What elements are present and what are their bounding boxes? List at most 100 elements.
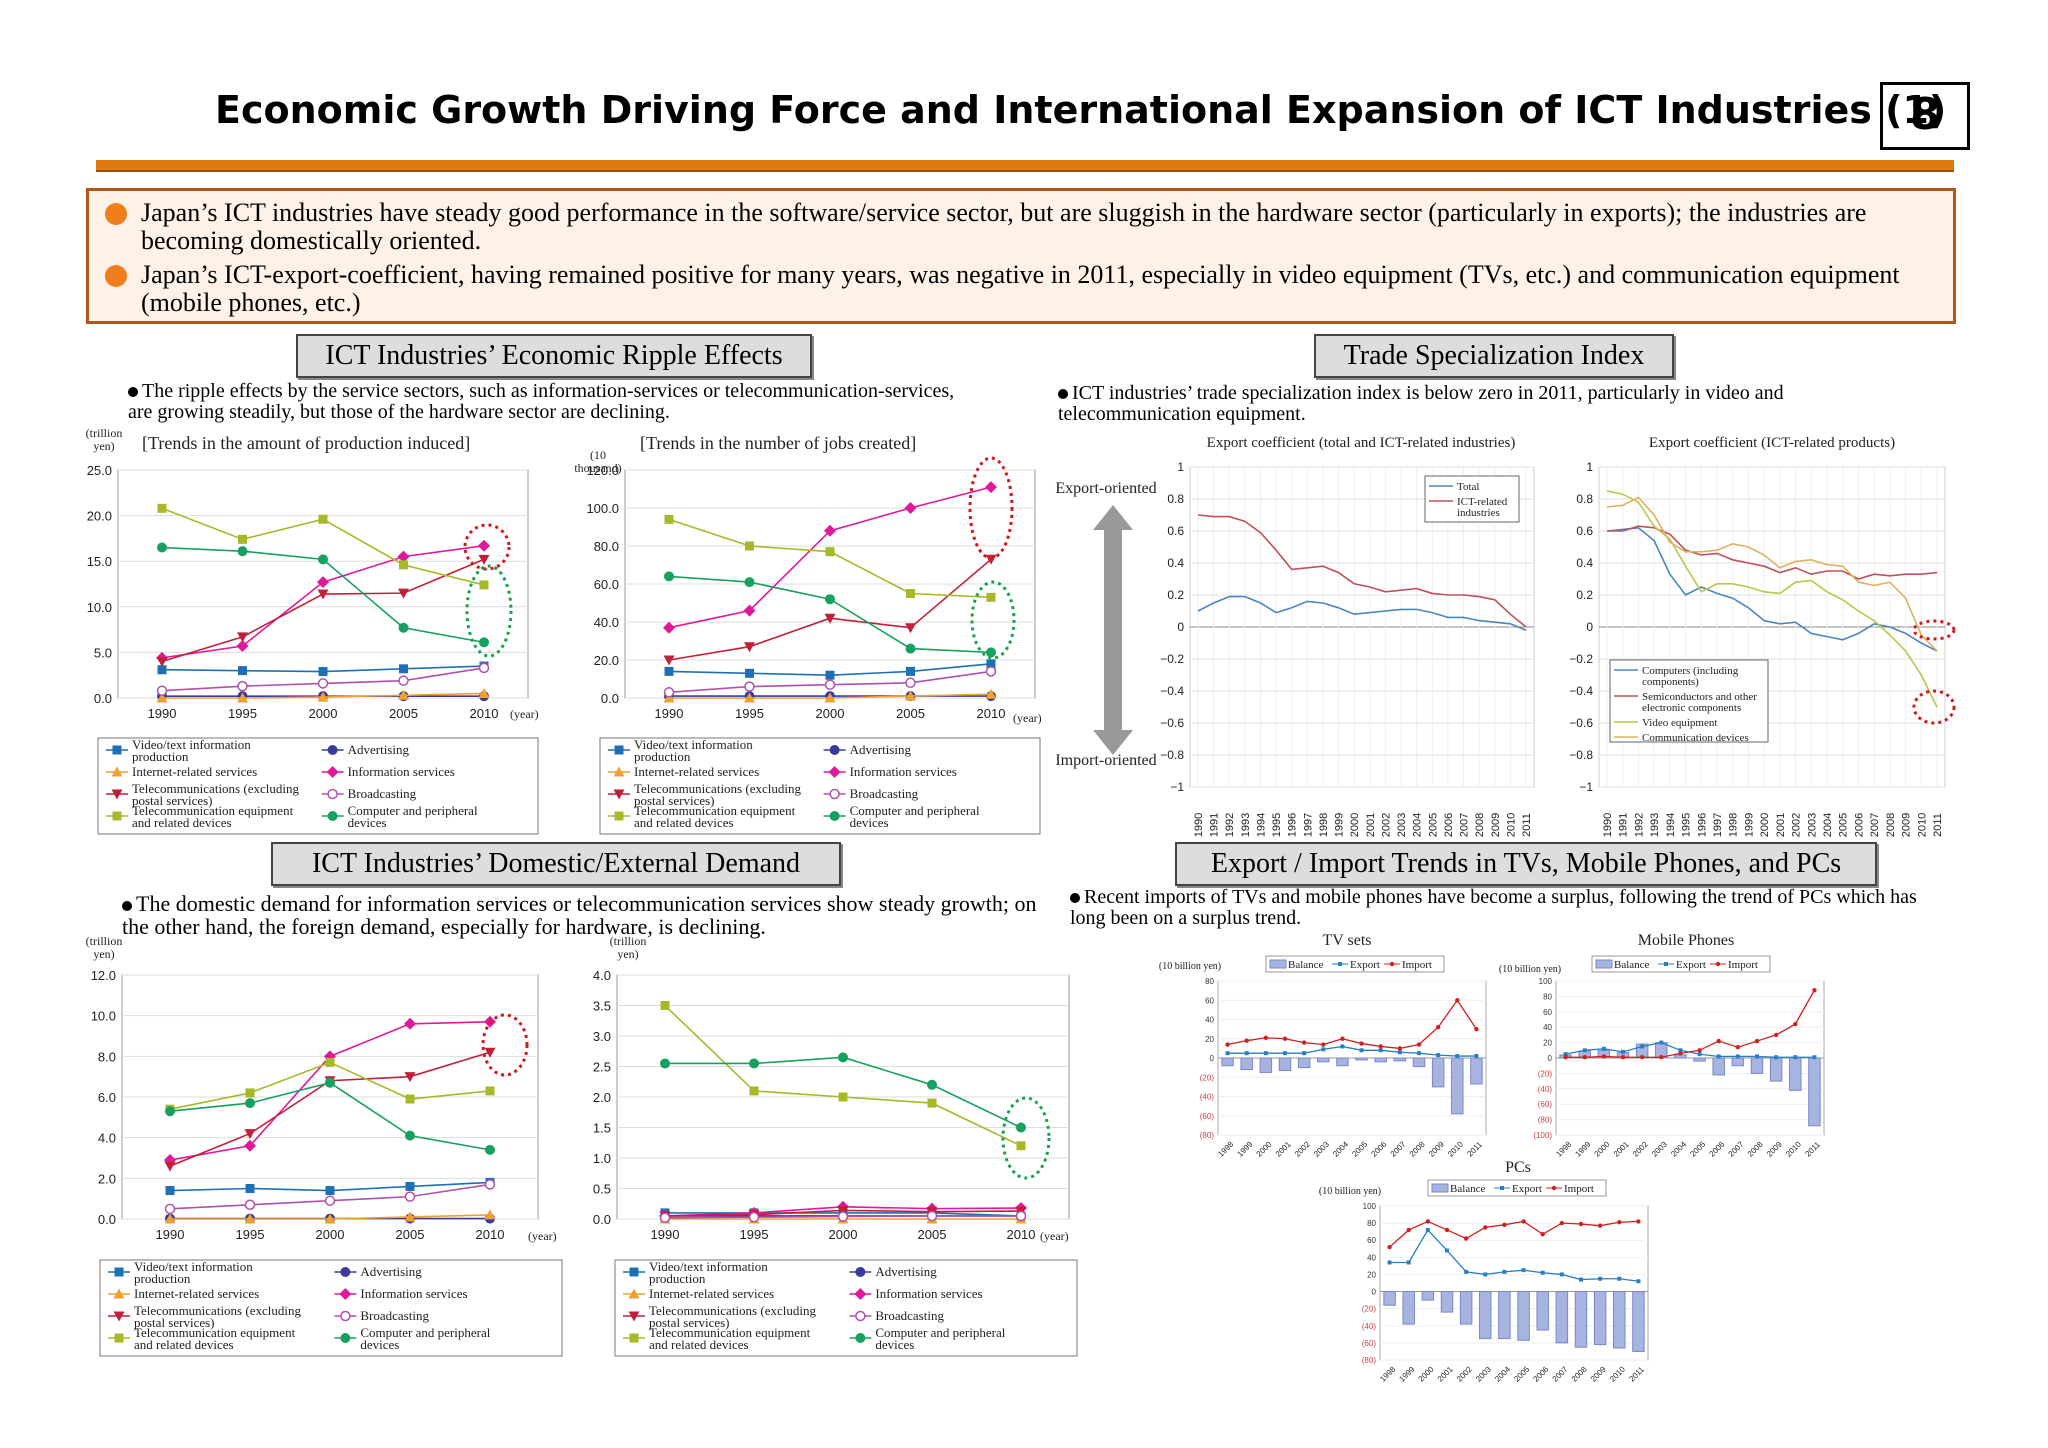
legend-label: Broadcasting bbox=[875, 1308, 944, 1323]
y-tick-label: 6.0 bbox=[98, 1090, 116, 1105]
y-tick-label: 20.0 bbox=[594, 653, 619, 668]
export-point bbox=[1359, 1048, 1364, 1053]
y-tick-label: 40 bbox=[1367, 1253, 1376, 1262]
legend-label: Advertising bbox=[360, 1264, 422, 1279]
data-point bbox=[484, 1209, 496, 1220]
import-point bbox=[1812, 988, 1817, 993]
x-tick-label: 1993 bbox=[1240, 813, 1252, 837]
legend-label: Export bbox=[1512, 1183, 1542, 1195]
legend-marker bbox=[829, 788, 840, 800]
legend-marker bbox=[340, 1267, 351, 1277]
legend-swatch bbox=[1269, 959, 1287, 969]
data-point bbox=[404, 1211, 416, 1222]
legend-label: postal services) bbox=[649, 1315, 730, 1330]
balance-bar bbox=[1431, 1057, 1445, 1088]
x-tick-label: 2011 bbox=[1932, 813, 1944, 837]
x-tick-label: 2002 bbox=[1293, 1139, 1312, 1158]
legend-marker bbox=[327, 811, 338, 821]
legend-label: Telecommunications (excluding bbox=[649, 1303, 816, 1318]
balance-bar bbox=[1470, 1057, 1483, 1085]
y-unit-label: (trillion bbox=[86, 934, 123, 948]
chart-title: TV sets bbox=[1322, 932, 1371, 949]
y-tick-label: 60.0 bbox=[594, 577, 619, 592]
highlight-ellipse-green bbox=[1001, 1096, 1051, 1180]
y-tick-label: 1.0 bbox=[593, 1151, 611, 1166]
data-point bbox=[905, 677, 916, 689]
x-tick-label: 1994 bbox=[1255, 813, 1267, 837]
x-tick-label: 1991 bbox=[1618, 813, 1630, 837]
data-point bbox=[479, 637, 489, 648]
y-tick-label: 0.8 bbox=[1167, 492, 1184, 506]
data-point bbox=[317, 589, 329, 600]
data-point bbox=[664, 666, 674, 676]
legend-marker bbox=[1389, 961, 1395, 967]
export-point bbox=[1455, 1054, 1460, 1059]
import-point bbox=[1559, 1220, 1565, 1226]
x-tick-label: 2010 bbox=[476, 1227, 505, 1242]
balance-bar bbox=[1789, 1057, 1802, 1091]
import-point bbox=[1578, 1221, 1584, 1227]
y-tick-label: 120.0 bbox=[586, 463, 619, 478]
export-point bbox=[1697, 1052, 1702, 1057]
y-tick-label: 60 bbox=[1543, 1008, 1552, 1017]
x-tick-label: 2003 bbox=[1396, 813, 1408, 837]
data-point bbox=[905, 643, 916, 654]
data-point bbox=[926, 1210, 938, 1222]
legend-label: Information services bbox=[850, 764, 957, 779]
y-tick-label: (40) bbox=[1362, 1322, 1377, 1331]
export-line bbox=[1227, 1045, 1477, 1057]
x-tick-label: 2009 bbox=[1589, 1364, 1608, 1383]
highlight-ellipse-red bbox=[1912, 619, 1956, 641]
x-axis-label: (year) bbox=[528, 1229, 557, 1243]
y-tick-label: 80 bbox=[1205, 977, 1214, 986]
legend-label: Computers (including bbox=[1642, 665, 1739, 677]
legend-marker bbox=[1551, 1185, 1557, 1191]
y-tick-label: 2.5 bbox=[593, 1060, 611, 1075]
chart-title: [Trends in the amount of production indu… bbox=[142, 433, 470, 453]
x-tick-label: 2000 bbox=[309, 706, 338, 721]
legend-label: Video/text information bbox=[634, 737, 753, 752]
legend-label: Computer and peripheral bbox=[875, 1325, 1005, 1340]
import-oriented-label: Import-oriented bbox=[1055, 752, 1156, 769]
data-point bbox=[744, 577, 755, 588]
y-tick-label: 0.8 bbox=[1576, 492, 1593, 506]
y-tick-label: −1 bbox=[1170, 780, 1184, 794]
x-tick-label: 1990 bbox=[1602, 813, 1614, 837]
import-point bbox=[1244, 1038, 1249, 1043]
x-tick-label: 1990 bbox=[655, 706, 684, 721]
data-point bbox=[485, 1144, 495, 1155]
data-point bbox=[237, 546, 248, 557]
legend-label: Telecommunications (excluding bbox=[634, 781, 801, 796]
y-tick-label: (20) bbox=[1362, 1305, 1377, 1314]
chart-title: [Trends in the number of jobs created] bbox=[640, 433, 916, 453]
highlight-ellipse-red bbox=[481, 1013, 529, 1077]
export-point bbox=[1621, 1049, 1625, 1054]
x-tick-label: 2001 bbox=[1775, 813, 1787, 837]
legend-label: ICT-related bbox=[1457, 496, 1508, 508]
x-tick-label: 2003 bbox=[1312, 1139, 1331, 1158]
import-point bbox=[1716, 1038, 1721, 1044]
data-point bbox=[663, 621, 675, 634]
data-point bbox=[837, 1205, 849, 1216]
x-tick-label: 2000 bbox=[316, 1227, 345, 1242]
data-point bbox=[317, 678, 329, 689]
chart-legend: Balance Export Import bbox=[1265, 955, 1445, 973]
highlight-ellipse-red bbox=[463, 523, 511, 571]
legend-marker bbox=[629, 1267, 639, 1277]
balance-bar bbox=[1336, 1057, 1349, 1067]
data-point bbox=[927, 1079, 937, 1090]
legend-frame bbox=[614, 1259, 1078, 1357]
series-line bbox=[1197, 595, 1527, 631]
y-tick-label: 5.0 bbox=[94, 645, 112, 660]
x-tick-label: 2000 bbox=[1417, 1364, 1436, 1383]
y-tick-label: 0.6 bbox=[1576, 524, 1593, 538]
legend-label: Internet-related services bbox=[134, 1286, 259, 1301]
data-point bbox=[1016, 1122, 1026, 1133]
legend-frame bbox=[1591, 955, 1771, 973]
x-tick-label: 2008 bbox=[1570, 1364, 1589, 1383]
import-point bbox=[1582, 1055, 1587, 1060]
legend-label: Information services bbox=[360, 1286, 467, 1301]
y-unit-label: yen) bbox=[93, 439, 114, 453]
